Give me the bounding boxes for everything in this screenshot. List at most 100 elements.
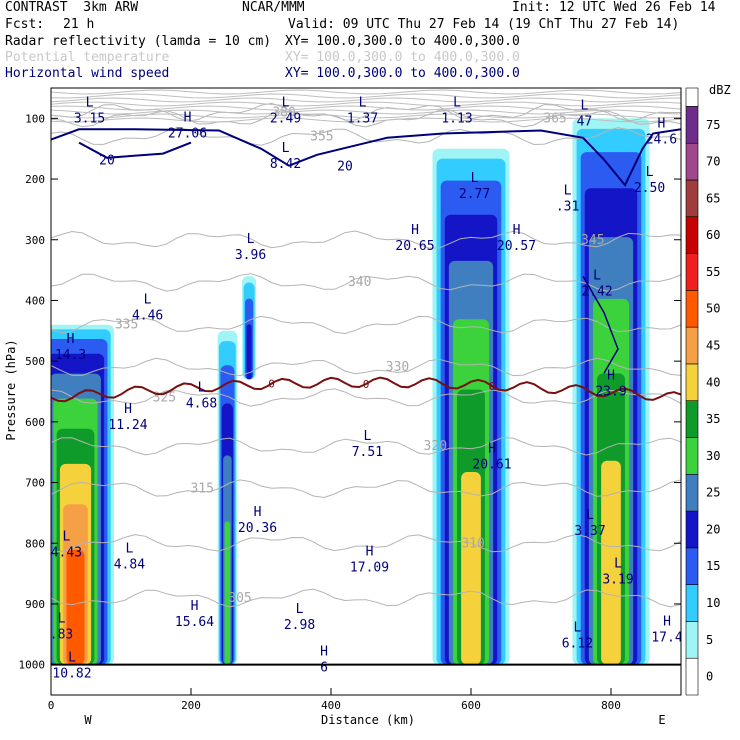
reflectivity-band <box>592 298 630 665</box>
reflectivity-band <box>221 403 234 665</box>
extremum-value: 14.3 <box>55 348 86 363</box>
field-reflectivity-xy: XY= 100.0,300.0 to 400.0,300.0 <box>285 34 520 49</box>
reflectivity-band <box>597 373 625 665</box>
x-tick-label: 800 <box>601 699 621 712</box>
reflectivity-band <box>51 353 105 665</box>
reflectivity-band <box>51 373 101 665</box>
extremum-value: 3.15 <box>74 111 105 126</box>
reflectivity-band <box>56 428 95 665</box>
reflectivity-band <box>63 504 88 665</box>
colorbar-swatch <box>685 437 699 475</box>
extremum-marker-l: L <box>198 381 206 396</box>
extremum-marker-h: H <box>488 441 496 456</box>
extremum-marker-l: L <box>573 620 581 635</box>
plot-frame <box>50 87 682 696</box>
colorbar-top-cap <box>685 87 699 107</box>
forecast-label: Fcst: <box>5 17 45 32</box>
reflectivity-band <box>66 549 85 665</box>
colorbar-tick-label: 50 <box>706 302 720 316</box>
extremum-value: 7.51 <box>352 445 383 460</box>
extremum-value: 11.24 <box>108 418 147 433</box>
extremum-value: 3.96 <box>235 248 266 263</box>
reflectivity-band <box>457 389 485 665</box>
extremum-marker-l: L <box>125 541 133 556</box>
colorbar-tick-label: 25 <box>706 486 720 500</box>
x-axis-label: Distance (km) <box>321 713 415 727</box>
center-label: NCAR/MMM <box>242 0 305 15</box>
theta-contour-label: 380 <box>272 105 295 120</box>
extremum-value: 6.12 <box>562 636 593 651</box>
colorbar-swatch <box>685 326 699 365</box>
extremum-value: 20.57 <box>497 239 536 254</box>
theta-contour-label: 345 <box>581 233 604 248</box>
y-tick-label: 100 <box>25 112 45 125</box>
wind-layer: 20 20 <box>51 128 681 374</box>
extremum-value: 10.82 <box>52 667 91 682</box>
reflectivity-band <box>576 128 646 665</box>
extremum-marker-h: H <box>657 117 665 132</box>
colorbar-tick-label: 40 <box>706 375 720 389</box>
freezing-level-line <box>51 376 681 403</box>
reflectivity-band <box>223 455 232 665</box>
extremum-value: 24.6 <box>646 133 677 148</box>
extremum-marker-l: L <box>453 95 461 110</box>
wind-speed-contour <box>582 275 619 374</box>
extremum-value: 1.13 <box>441 111 472 126</box>
field-reflectivity-name: Radar reflectivity (lamda = 10 cm) <box>5 34 272 49</box>
colorbar-tick-label: 20 <box>706 522 720 536</box>
reflectivity-band <box>53 398 98 665</box>
y-tick-label: 1000 <box>19 659 46 672</box>
extremum-marker-l: L <box>68 651 76 666</box>
reflectivity-band <box>242 276 257 380</box>
extremum-value: 20.36 <box>238 521 277 536</box>
freezing-level-label: 0 <box>268 378 275 391</box>
extremum-marker-l: L <box>296 602 304 617</box>
theta-contour <box>51 315 681 335</box>
colorbar-swatch <box>685 179 699 218</box>
colorbar-swatch <box>685 290 699 328</box>
reflectivity-band <box>59 463 92 665</box>
extremum-marker-h: H <box>411 223 419 238</box>
forecast-hour: 21 h <box>63 17 95 32</box>
extremum-marker-l: L <box>62 529 70 544</box>
extremum-marker-l: L <box>86 95 94 110</box>
x-tick-label: 600 <box>461 699 481 712</box>
extremum-value: 20.65 <box>395 239 434 254</box>
theta-contour <box>51 388 681 407</box>
reflectivity-band <box>448 260 494 665</box>
colorbar-tick-label: 15 <box>706 559 720 573</box>
reflectivity-layer <box>51 118 650 665</box>
reflectivity-band <box>436 158 506 665</box>
reflectivity-band <box>51 324 114 665</box>
reflectivity-band <box>580 152 642 665</box>
y-tick-label: 400 <box>25 294 45 307</box>
colorbar-swatch <box>685 547 699 585</box>
colorbar-tick-label: 45 <box>706 339 720 353</box>
theta-contour-label: 325 <box>153 391 176 406</box>
colorbar-tick-label: 65 <box>706 191 720 205</box>
extremum-marker-h: H <box>191 599 199 614</box>
extremum-value: 2.42 <box>581 284 612 299</box>
theta-contour-label: 340 <box>348 275 371 290</box>
colorbar-tick-label: 35 <box>706 412 720 426</box>
extremum-marker-h: H <box>513 223 521 238</box>
y-axis-label: Pressure (hPa) <box>4 339 18 440</box>
theta-contour-label: 355 <box>310 130 333 145</box>
theta-contour-label: 310 <box>461 536 484 551</box>
theta-contour <box>51 273 681 292</box>
theta-stratosphere-contour <box>51 109 681 115</box>
theta-stratosphere-contour <box>51 93 681 99</box>
init-time: Init: 12 UTC Wed 26 Feb 14 <box>512 0 716 15</box>
extremum-marker-l: L <box>282 141 290 156</box>
extremum-value: 2.98 <box>284 618 315 633</box>
theta-contour <box>51 102 681 122</box>
colorbar-swatch <box>685 621 699 659</box>
extremum-marker-h: H <box>184 110 192 125</box>
colorbar-swatch <box>685 510 699 549</box>
extremum-marker-h: H <box>607 368 615 383</box>
reflectivity-band <box>218 341 236 665</box>
reflectivity-band <box>220 365 235 665</box>
y-tick-label: 200 <box>25 173 45 186</box>
extremum-value: 4.43 <box>51 545 82 560</box>
